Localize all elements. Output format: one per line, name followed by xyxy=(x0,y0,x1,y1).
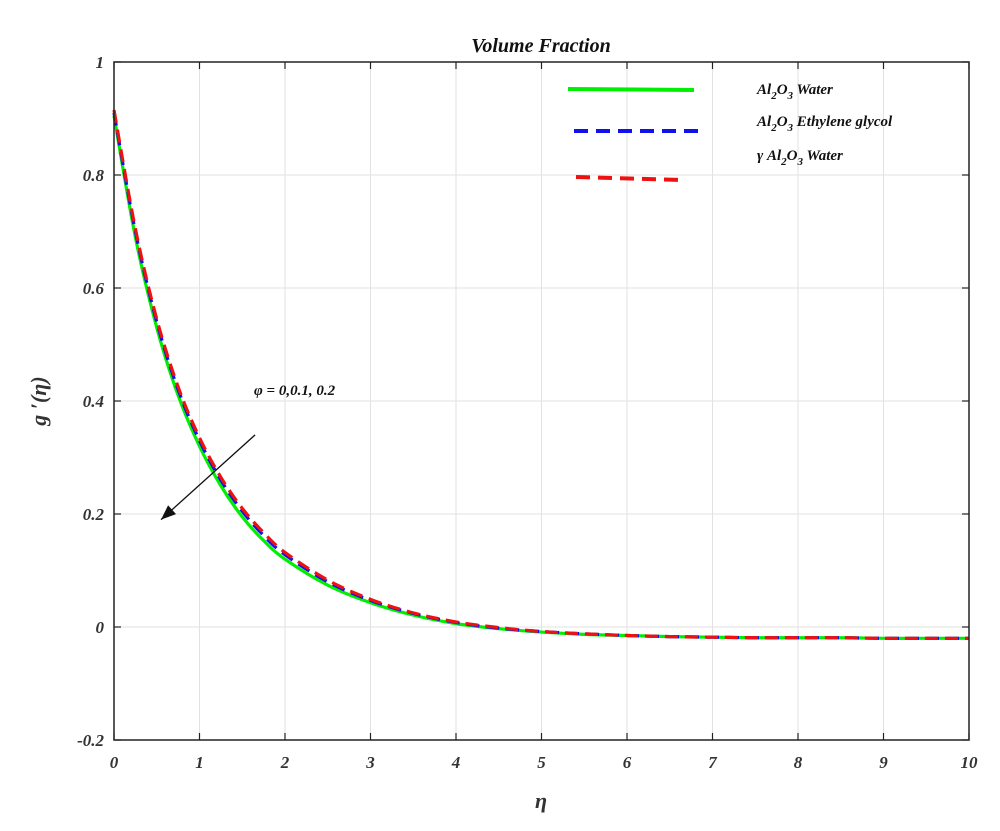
y-tick-label: 1 xyxy=(96,53,105,72)
legend-label: Al2O3 Water xyxy=(756,82,833,102)
y-tick-label: -0.2 xyxy=(77,731,104,750)
chart-title: Volume Fraction xyxy=(471,35,610,57)
y-tick-label: 0 xyxy=(96,618,105,637)
y-axis-title: g ′(η) xyxy=(26,376,51,426)
annotation-label: φ = 0,0.1, 0.2 xyxy=(254,383,336,399)
y-tick-label: 0.8 xyxy=(83,166,105,185)
x-tick-label: 3 xyxy=(365,753,375,772)
grid xyxy=(114,62,969,740)
x-tick-label: 9 xyxy=(879,753,888,772)
series-line-al2o3-ethylene-glycol xyxy=(112,112,969,640)
legend-swatch xyxy=(575,175,685,182)
x-tick-label: 10 xyxy=(961,753,979,772)
annotation-arrow-head xyxy=(161,505,177,520)
x-tick-label: 4 xyxy=(451,753,461,772)
axis-ticks: 0 1 2 3 4 5 6 7 8 9 10 -0.2 0 0.2 0.4 0.6 0.8 1 xyxy=(77,53,978,772)
y-tick-label: 0.2 xyxy=(83,505,105,524)
x-tick-label: 7 xyxy=(708,753,718,772)
x-tick-label: 2 xyxy=(280,753,290,772)
plot-lines xyxy=(112,109,969,640)
legend-label: Al2O3 Ethylene glycol xyxy=(756,114,893,134)
legend: Al2O3 Water Al2O3 Ethylene glycol γ Al2O3 … xyxy=(567,82,893,182)
x-tick-label: 5 xyxy=(537,753,546,772)
annotation: φ = 0,0.1, 0.2 xyxy=(160,383,336,521)
y-tick-label: 0.4 xyxy=(83,392,104,411)
legend-swatch xyxy=(567,87,695,92)
x-tick-label: 0 xyxy=(110,753,119,772)
x-tick-label: 8 xyxy=(794,753,803,772)
x-axis-title: η xyxy=(535,788,547,813)
y-tick-label: 0.6 xyxy=(83,279,105,298)
x-tick-label: 6 xyxy=(623,753,632,772)
legend-label: γ Al2O3 Water xyxy=(757,148,843,168)
annotation-arrow-shaft xyxy=(160,434,256,521)
x-tick-label: 1 xyxy=(195,753,204,772)
